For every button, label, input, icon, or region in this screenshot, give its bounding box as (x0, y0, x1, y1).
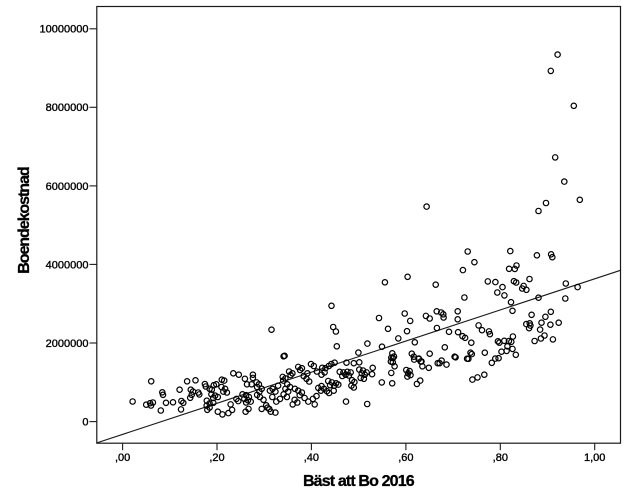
svg-text:10000000: 10000000 (40, 24, 89, 36)
svg-text:6000000: 6000000 (46, 181, 89, 193)
svg-text:2000000: 2000000 (46, 338, 89, 350)
svg-text:,20: ,20 (209, 452, 224, 464)
svg-text:,40: ,40 (304, 452, 319, 464)
svg-text:4000000: 4000000 (46, 259, 89, 271)
svg-text:Boendekostnad: Boendekostnad (16, 167, 33, 274)
svg-text:,80: ,80 (493, 452, 508, 464)
svg-text:,00: ,00 (115, 452, 130, 464)
svg-text:,60: ,60 (398, 452, 413, 464)
svg-text:Bäst att Bo 2016: Bäst att Bo 2016 (303, 473, 415, 490)
svg-text:8000000: 8000000 (46, 102, 89, 114)
svg-text:1,00: 1,00 (584, 452, 605, 464)
svg-text:0: 0 (82, 417, 88, 429)
